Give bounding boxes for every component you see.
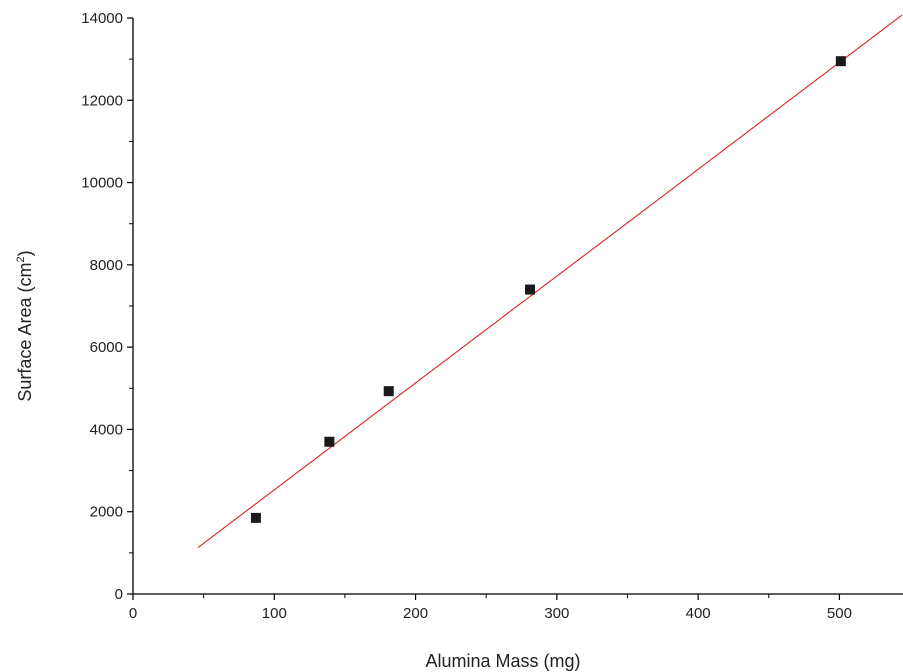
fit-line-layer <box>197 14 903 548</box>
x-tick-label: 500 <box>827 605 852 622</box>
y-axis-title-text: Surface Area (cm <box>15 263 35 402</box>
x-ticks: 0 100 200 300 400 500 <box>129 594 852 622</box>
data-point <box>324 436 335 447</box>
data-point <box>835 56 846 67</box>
y-axis-title: Surface Area (cm2) <box>15 250 35 401</box>
y-tick-label: 0 <box>115 586 123 603</box>
y-tick-label: 8000 <box>90 257 123 274</box>
y-axis-title-close: ) <box>15 250 35 256</box>
y-tick-label: 12000 <box>81 92 123 109</box>
x-tick-label: 0 <box>129 605 137 622</box>
data-point <box>383 386 394 397</box>
data-point <box>525 284 536 295</box>
y-tick-label: 14000 <box>81 10 123 27</box>
y-tick-label: 4000 <box>90 421 123 438</box>
x-tick-label: 400 <box>686 605 711 622</box>
y-tick-label: 10000 <box>81 175 123 192</box>
x-tick-label: 300 <box>544 605 569 622</box>
linear-fit-line <box>197 14 903 548</box>
x-tick-label: 100 <box>262 605 287 622</box>
y-axis-title-superscript: 2 <box>15 256 27 262</box>
data-point <box>250 512 261 523</box>
y-tick-label: 6000 <box>90 339 123 356</box>
x-axis-title: Alumina Mass (mg) <box>425 651 580 671</box>
y-ticks: 0 2000 4000 6000 8000 10000 12000 14000 <box>81 10 133 603</box>
y-tick-label: 2000 <box>90 504 123 521</box>
x-tick-label: 200 <box>403 605 428 622</box>
data-points-layer <box>250 56 846 523</box>
